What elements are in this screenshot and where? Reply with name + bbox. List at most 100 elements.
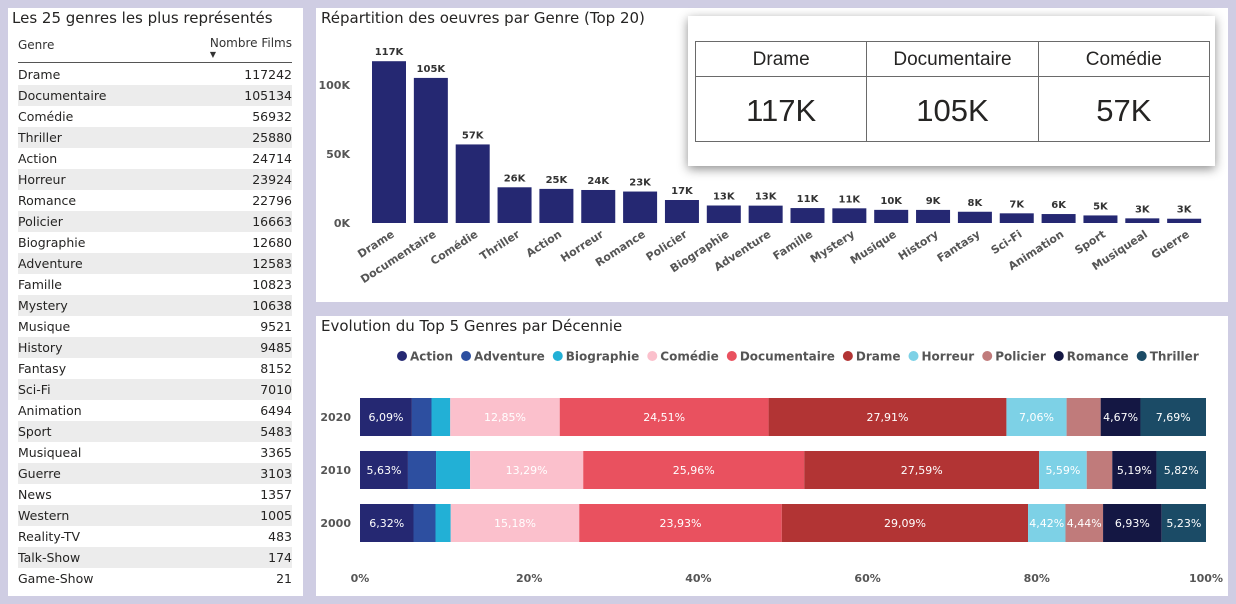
legend-label[interactable]: Horreur <box>922 350 975 364</box>
bar[interactable] <box>623 191 658 223</box>
stacked-segment[interactable] <box>559 398 769 436</box>
legend-marker <box>982 351 993 361</box>
bar[interactable] <box>1041 214 1076 223</box>
bar[interactable] <box>1167 218 1202 223</box>
table-row[interactable]: Comédie 56932 <box>18 106 292 127</box>
table-row[interactable]: Adventure 12583 <box>18 253 292 274</box>
stacked-segment[interactable] <box>413 504 436 542</box>
table-row[interactable]: Game-Show 21 <box>18 568 292 589</box>
legend-label[interactable]: Adventure <box>474 350 545 364</box>
table-row[interactable]: Horreur 23924 <box>18 169 292 190</box>
x-tick-label: 80% <box>1024 572 1050 585</box>
table-row[interactable]: Sport 5483 <box>18 421 292 442</box>
segment-data-label: 5,59% <box>1045 464 1080 477</box>
table-row[interactable]: Talk-Show 174 <box>18 547 292 568</box>
stacked-segment[interactable] <box>450 398 560 436</box>
legend-label[interactable]: Documentaire <box>740 350 835 364</box>
stacked-segment[interactable] <box>1112 451 1157 489</box>
bar[interactable] <box>999 213 1034 223</box>
stacked-segment[interactable] <box>360 451 408 489</box>
table-row[interactable]: Fantasy 8152 <box>18 358 292 379</box>
bar-data-label: 17K <box>671 186 694 197</box>
table-row[interactable]: Documentaire 105134 <box>18 85 292 106</box>
legend-label[interactable]: Action <box>410 350 453 364</box>
bar[interactable] <box>539 188 574 223</box>
bar[interactable] <box>832 208 867 223</box>
bar-data-label: 10K <box>880 196 903 207</box>
bar[interactable] <box>957 211 992 223</box>
bar[interactable] <box>1083 215 1118 223</box>
stacked-segment[interactable] <box>1086 451 1113 489</box>
table-row[interactable]: Guerre 3103 <box>18 463 292 484</box>
table-row[interactable]: Action 24714 <box>18 148 292 169</box>
stacked-segment[interactable] <box>435 504 451 542</box>
legend-label[interactable]: Thriller <box>1150 350 1199 364</box>
stacked-segment[interactable] <box>1156 451 1206 489</box>
stacked-segment[interactable] <box>583 451 805 489</box>
legend-label[interactable]: Romance <box>1067 350 1129 364</box>
stacked-segment[interactable] <box>768 398 1007 436</box>
stacked-segment[interactable] <box>781 504 1029 542</box>
bar[interactable] <box>372 61 406 223</box>
legend-label[interactable]: Biographie <box>566 350 640 364</box>
bar[interactable] <box>581 189 616 223</box>
bar[interactable] <box>748 205 783 223</box>
table-row[interactable]: Western 1005 <box>18 505 292 526</box>
table-row[interactable]: Musiqueal 3365 <box>18 442 292 463</box>
genre-cell: Action <box>18 151 58 166</box>
table-row[interactable]: News 1357 <box>18 484 292 505</box>
bar[interactable] <box>413 77 448 224</box>
stacked-segment[interactable] <box>407 451 437 489</box>
legend-label[interactable]: Comédie <box>660 350 719 364</box>
table-row[interactable]: Policier 16663 <box>18 211 292 232</box>
kpi-label: Drame <box>696 42 867 77</box>
table-row[interactable]: Biographie 12680 <box>18 232 292 253</box>
sort-desc-icon[interactable]: ▼ <box>209 50 216 59</box>
table-row[interactable]: Mystery 10638 <box>18 295 292 316</box>
genre-cell: News <box>18 487 52 502</box>
stacked-segment[interactable] <box>1066 398 1101 436</box>
stacked-segment[interactable] <box>1065 504 1104 542</box>
bar[interactable] <box>664 200 699 223</box>
bar[interactable] <box>916 209 951 223</box>
stacked-segment[interactable] <box>1028 504 1066 542</box>
table-row[interactable]: Famille 10823 <box>18 274 292 295</box>
table-row[interactable]: Sci-Fi 7010 <box>18 379 292 400</box>
table-row[interactable]: History 9485 <box>18 337 292 358</box>
table-row[interactable]: Romance 22796 <box>18 190 292 211</box>
table-row[interactable]: Animation 6494 <box>18 400 292 421</box>
stacked-segment[interactable] <box>1006 398 1067 436</box>
bar[interactable] <box>706 205 741 223</box>
bar[interactable] <box>455 144 490 223</box>
stacked-segment[interactable] <box>579 504 782 542</box>
stacked-segment[interactable] <box>450 504 580 542</box>
bar[interactable] <box>790 208 825 223</box>
table-row[interactable]: Thriller 25880 <box>18 127 292 148</box>
table-row[interactable]: Reality-TV 483 <box>18 526 292 547</box>
column-header-genre[interactable]: Genre <box>18 38 55 52</box>
table-row[interactable]: Musique 9521 <box>18 316 292 337</box>
stacked-segment[interactable] <box>431 398 451 436</box>
stacked-segment[interactable] <box>360 398 412 436</box>
kpi-table: Drame 117K Documentaire 105K Comédie 57K <box>695 41 1210 142</box>
stacked-segment[interactable] <box>1039 451 1087 489</box>
stacked-segment[interactable] <box>1140 398 1206 436</box>
table-row[interactable]: Drame 117242 <box>18 64 292 85</box>
stacked-segment[interactable] <box>1100 398 1141 436</box>
stacked-chart-title: Evolution du Top 5 Genres par Décennie <box>321 317 623 335</box>
legend-label[interactable]: Policier <box>995 350 1046 364</box>
column-header-count[interactable]: Nombre Films <box>209 36 292 50</box>
stacked-segment[interactable] <box>411 398 432 436</box>
stacked-segment[interactable] <box>804 451 1040 489</box>
segment-data-label: 15,18% <box>494 517 536 530</box>
bar[interactable] <box>497 187 532 223</box>
stacked-segment[interactable] <box>436 451 471 489</box>
stacked-segment[interactable] <box>1161 504 1206 542</box>
bar[interactable] <box>1125 218 1160 223</box>
stacked-segment[interactable] <box>470 451 584 489</box>
stacked-segment[interactable] <box>360 504 414 542</box>
legend-label[interactable]: Drame <box>856 350 901 364</box>
stacked-segment[interactable] <box>1103 504 1162 542</box>
count-cell: 9485 <box>260 340 292 355</box>
bar[interactable] <box>874 209 909 223</box>
